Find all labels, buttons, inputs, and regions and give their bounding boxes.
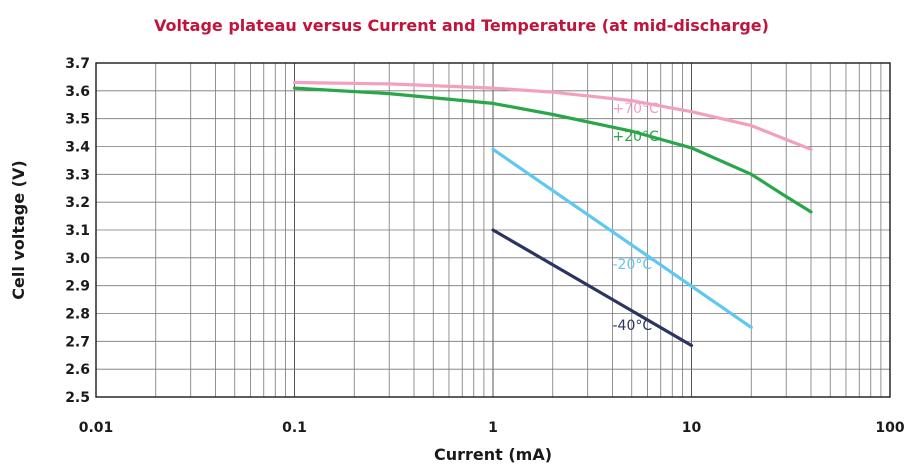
y-axis-label: Cell voltage (V) [9, 160, 28, 299]
series-label: -20°C [613, 257, 653, 273]
x-tick-label: 10 [682, 420, 702, 436]
y-tick-label: 3.7 [65, 56, 90, 72]
series-line [292, 86, 813, 214]
series-line [292, 80, 813, 151]
x-axis-label: Current (mA) [434, 445, 552, 464]
series-label: +20°C [613, 129, 660, 145]
y-tick-label: 3.1 [65, 223, 90, 239]
x-tick-label: 0.1 [282, 420, 307, 436]
y-tick-label: 2.7 [65, 334, 90, 350]
y-tick-label: 2.8 [65, 307, 90, 323]
series-labels: +70°C +20°C -20°C -40°C [613, 101, 660, 334]
plot-frame [95, 62, 891, 398]
y-tick-label: 2.9 [65, 279, 90, 295]
chart-title: Voltage plateau versus Current and Tempe… [154, 16, 769, 35]
series-label: +70°C [613, 101, 660, 117]
series-line [491, 147, 753, 329]
y-tick-label: 2.6 [65, 362, 90, 378]
x-tick-labels: 0.01 0.1 1 10 100 [79, 420, 905, 436]
x-tick-label: 0.01 [79, 420, 114, 436]
y-tick-labels: 2.5 2.6 2.7 2.8 2.9 3.0 3.1 3.2 3.3 3.4 3.5 3.6 3.7 [65, 56, 90, 406]
y-tick-label: 3.2 [65, 195, 90, 211]
series-label: -40°C [613, 318, 653, 334]
x-tick-label: 100 [875, 420, 904, 436]
series-lines [292, 80, 813, 348]
y-tick-label: 2.5 [65, 390, 90, 406]
y-tick-label: 3.5 [65, 112, 90, 128]
y-tick-label: 3.0 [65, 251, 90, 267]
y-tick-label: 3.3 [65, 167, 90, 183]
y-tick-label: 3.4 [65, 140, 90, 156]
series-line [491, 228, 694, 348]
y-tick-label: 3.6 [65, 84, 90, 100]
x-tick-label: 1 [488, 420, 498, 436]
